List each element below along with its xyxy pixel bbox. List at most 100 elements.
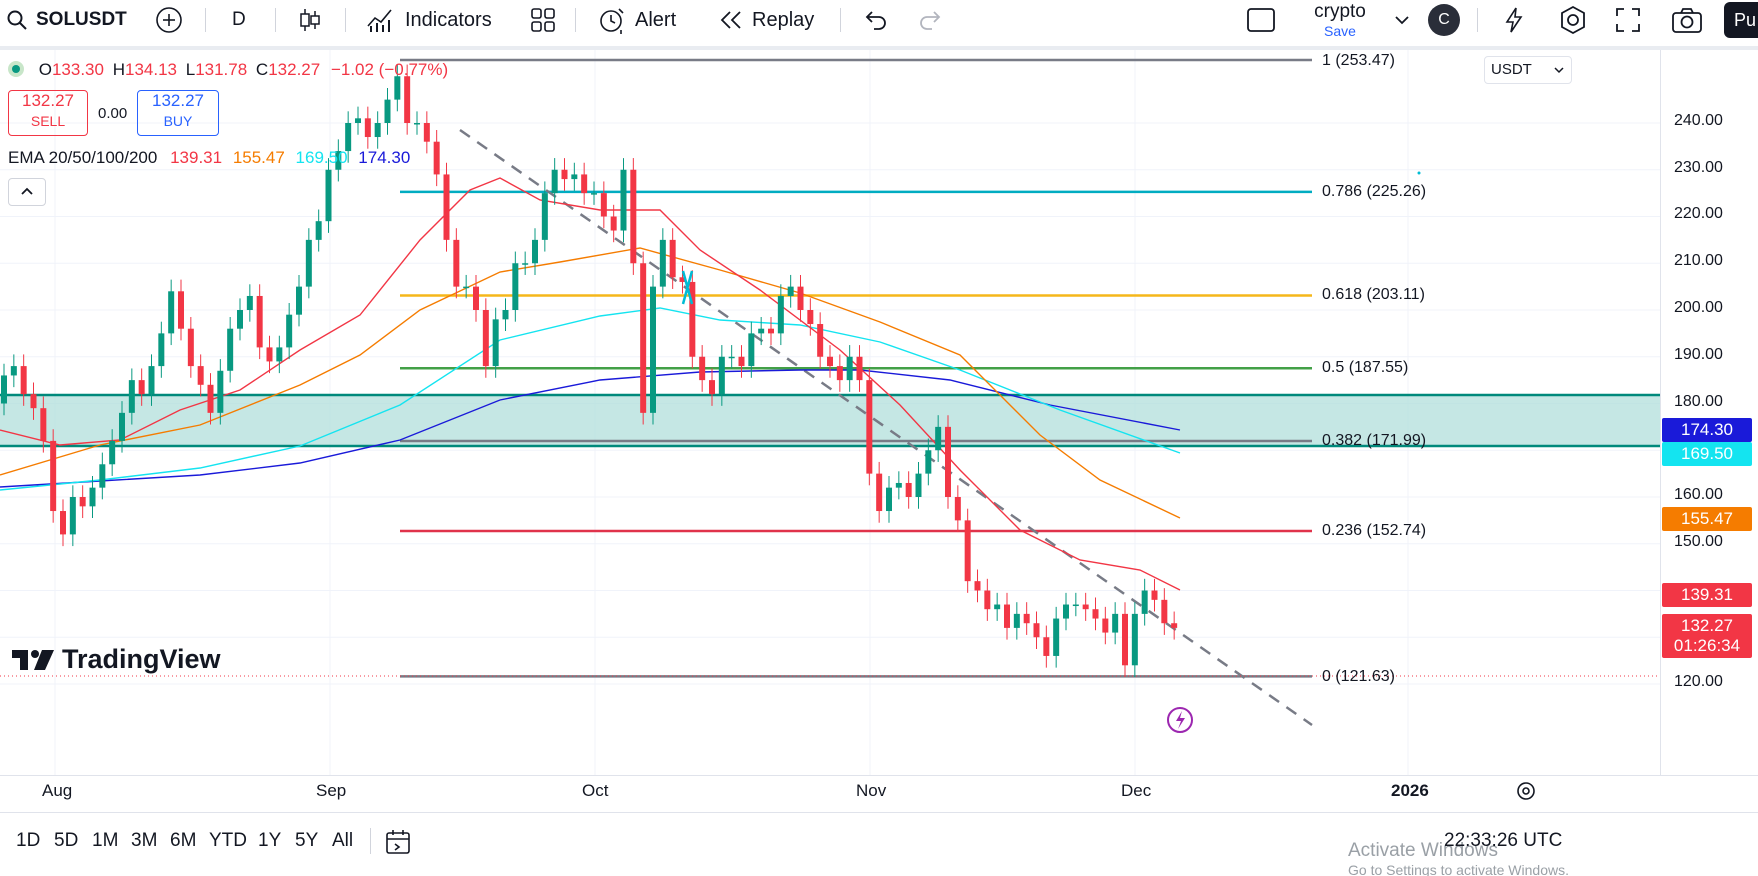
tradingview-logo[interactable]: TradingView [12,644,221,675]
candle-body [1063,604,1069,619]
candle-body [591,193,597,195]
candle-body [276,347,283,362]
axis-settings-button[interactable] [1515,780,1537,807]
undo-button[interactable] [862,0,888,40]
close-value: 132.27 [268,60,321,79]
ema20-line [0,177,1181,591]
chart-pane[interactable]: O133.30 H134.13 L131.78 C132.27 −1.02 (−… [0,50,1660,775]
candle-body [541,193,548,240]
alert-button[interactable]: Alert [597,0,676,40]
ema100-price-tag: 169.50 [1662,442,1752,466]
range-all[interactable]: All [332,830,354,851]
candle-body [148,366,155,395]
fib-label-05: 0.5 (187.55) [1322,359,1409,376]
settings-button[interactable] [1558,0,1588,40]
candle-body [227,328,234,371]
candle-body [561,169,568,180]
candle-body [915,473,922,497]
candle-body [1161,599,1168,624]
candle-body [217,370,224,413]
brand-text: TradingView [62,644,221,674]
candle-body [89,487,96,507]
save-link[interactable]: Save [1324,23,1356,39]
templates-button[interactable] [530,0,556,40]
candle-body [433,141,440,175]
candle-body [1141,590,1148,614]
candle-body [817,324,824,357]
layout-menu-button[interactable] [1394,0,1410,40]
snapshot-button[interactable] [1671,0,1703,40]
market-status-icon[interactable] [8,61,24,77]
candle-body [453,239,460,287]
close-label: C [255,60,269,79]
candle-body [827,356,833,367]
sell-button[interactable]: 132.27 SELL [8,90,88,136]
buy-button[interactable]: 132.27 BUY [137,90,219,136]
candle-body [1092,609,1099,619]
chevron-up-icon [21,187,33,195]
candle-body [60,511,66,535]
quick-search-button[interactable] [1500,0,1528,40]
compare-symbol-button[interactable] [155,0,183,40]
candle-body [1072,604,1079,607]
interval-button[interactable]: D [232,9,246,30]
open-value: 133.30 [51,60,104,79]
candle-body [20,366,27,395]
candle-body [423,123,430,142]
gear-icon [1561,5,1585,35]
collapse-legend-button[interactable] [8,178,46,206]
candle-body [69,497,76,535]
range-3m[interactable]: 3M [131,830,158,851]
price-chart[interactable] [0,50,1660,775]
user-avatar[interactable]: C [1428,4,1460,36]
replay-button[interactable]: Replay [718,0,814,40]
fib-label-0618: 0.618 (203.11) [1322,286,1425,303]
small-dot [1417,171,1421,175]
redo-button[interactable] [918,0,944,40]
range-ytd[interactable]: YTD [209,830,247,851]
price-axis[interactable] [1660,50,1758,775]
select-layout-button[interactable] [1246,0,1276,40]
range-5y[interactable]: 5Y [295,830,319,851]
goto-date-button[interactable] [384,828,412,861]
spread-value: 0.00 [98,105,128,122]
downtrend-line [459,128,1313,727]
candle-body [443,174,450,240]
fullscreen-button[interactable] [1615,0,1641,40]
candle-body [335,151,342,170]
currency-select[interactable]: USDT [1484,56,1572,84]
utc-clock[interactable]: 22:33:26 UTC [1444,830,1563,851]
toolbar-divider [275,8,276,32]
candle-body [384,99,391,123]
candle-body [699,356,706,381]
candle-body [207,384,214,413]
indicators-button[interactable]: Indicators [365,0,492,40]
candle-body [345,123,352,152]
range-1y[interactable]: 1Y [258,830,282,851]
range-5d[interactable]: 5D [54,830,79,851]
replay-label: Replay [752,8,815,31]
range-1m[interactable]: 1M [92,830,119,851]
indicators-icon [367,9,392,32]
publish-button[interactable]: Pu [1724,2,1758,38]
layout-name-block[interactable]: crypto Save [1300,0,1380,38]
chart-type-button[interactable] [298,0,322,40]
range-6m[interactable]: 6M [170,830,197,851]
symbol-search[interactable]: SOLUSDT [6,0,127,40]
buy-price: 132.27 [152,91,204,110]
redo-icon [920,11,941,30]
candle-body [571,174,578,180]
candle-body [168,291,175,334]
ema-legend[interactable]: EMA 20/50/100/200 139.31 155.47 169.50 1… [8,148,410,168]
ema200-price-tag: 174.30 [1662,418,1752,442]
candle-body [777,295,784,334]
toolbar-divider [840,8,841,32]
bottom-divider [0,812,1758,813]
ema50-line [0,247,1181,519]
candle-body [355,118,361,123]
price-tick: 150.00 [1674,533,1723,550]
range-1d[interactable]: 1D [16,830,41,851]
candles [1,64,1178,677]
candle-body [296,286,302,315]
symbol-name[interactable]: SOLUSDT [36,9,127,30]
